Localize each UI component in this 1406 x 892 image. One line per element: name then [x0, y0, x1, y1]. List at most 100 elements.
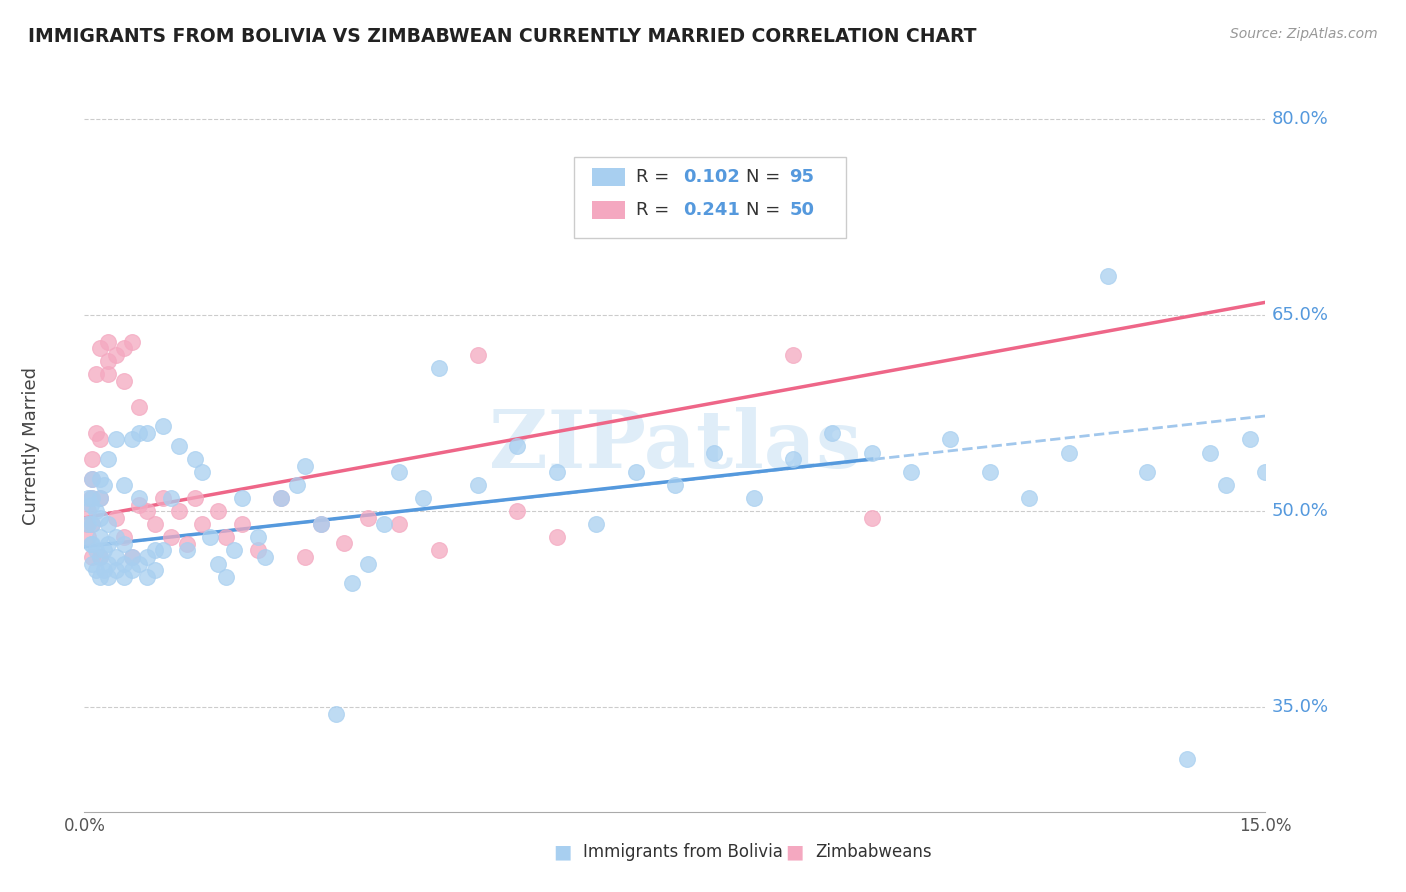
Point	[373, 517, 395, 532]
Point	[82, 472, 104, 486]
Point	[412, 491, 434, 506]
Point	[979, 465, 1001, 479]
Point	[112, 557, 135, 571]
Text: Currently Married: Currently Married	[22, 367, 41, 525]
Point	[215, 569, 238, 583]
Point	[333, 535, 356, 549]
Text: ZIPatlas: ZIPatlas	[489, 407, 860, 485]
Point	[143, 517, 166, 532]
Point	[121, 549, 143, 564]
Point	[97, 557, 120, 571]
Point	[152, 543, 174, 558]
Point	[89, 511, 111, 525]
Point	[93, 543, 115, 558]
Point	[128, 400, 150, 414]
Point	[112, 374, 135, 388]
Point	[357, 557, 380, 571]
Point	[121, 549, 143, 564]
Point	[136, 425, 159, 440]
Point	[506, 439, 529, 453]
Point	[93, 478, 115, 492]
Point	[467, 478, 489, 492]
Point	[89, 549, 111, 564]
Point	[77, 504, 100, 518]
Point	[112, 341, 135, 355]
Point	[82, 452, 104, 467]
Point	[97, 367, 120, 381]
Point	[1136, 465, 1159, 479]
Point	[112, 537, 135, 551]
Point	[624, 465, 647, 479]
FancyBboxPatch shape	[575, 157, 846, 237]
Point	[121, 563, 143, 577]
Point	[112, 530, 135, 544]
Point	[427, 360, 450, 375]
Point	[77, 517, 100, 532]
Point	[84, 563, 107, 577]
Point	[294, 549, 316, 564]
Point	[121, 433, 143, 447]
Point	[104, 433, 127, 447]
Text: 0.241: 0.241	[683, 201, 740, 219]
Point	[82, 557, 104, 571]
Text: N =: N =	[745, 201, 786, 219]
Text: Immigrants from Bolivia: Immigrants from Bolivia	[583, 843, 783, 861]
Point	[340, 576, 363, 591]
Point	[664, 478, 686, 492]
Point	[84, 543, 107, 558]
Point	[1199, 445, 1222, 459]
Point	[89, 433, 111, 447]
Text: 50.0%: 50.0%	[1271, 502, 1329, 520]
Point	[427, 543, 450, 558]
Point	[97, 354, 120, 368]
Point	[176, 537, 198, 551]
Point	[82, 549, 104, 564]
Point	[546, 530, 568, 544]
Point	[152, 419, 174, 434]
Point	[104, 549, 127, 564]
Point	[1097, 269, 1119, 284]
Point	[79, 491, 101, 506]
Point	[112, 478, 135, 492]
Point	[84, 504, 107, 518]
Point	[128, 557, 150, 571]
Point	[703, 445, 725, 459]
Text: Zimbabweans: Zimbabweans	[815, 843, 932, 861]
Point	[89, 491, 111, 506]
Point	[222, 543, 245, 558]
Point	[79, 498, 101, 512]
Point	[270, 491, 292, 506]
Text: 65.0%: 65.0%	[1271, 306, 1329, 325]
Point	[207, 557, 229, 571]
Point	[82, 517, 104, 532]
Point	[1175, 752, 1198, 766]
Point	[167, 439, 190, 453]
Point	[84, 367, 107, 381]
Point	[585, 517, 607, 532]
Point	[231, 517, 253, 532]
Text: 50: 50	[789, 201, 814, 219]
Point	[388, 517, 411, 532]
Point	[388, 465, 411, 479]
Point	[357, 511, 380, 525]
Point	[246, 543, 269, 558]
Point	[97, 334, 120, 349]
Point	[782, 452, 804, 467]
Point	[546, 465, 568, 479]
Point	[176, 543, 198, 558]
Point	[191, 517, 214, 532]
Text: 80.0%: 80.0%	[1271, 111, 1329, 128]
Point	[467, 347, 489, 362]
Point	[860, 511, 883, 525]
Point	[82, 491, 104, 506]
Text: R =: R =	[636, 201, 675, 219]
Point	[84, 425, 107, 440]
Text: N =: N =	[745, 168, 786, 186]
Text: 0.102: 0.102	[683, 168, 740, 186]
Point	[309, 517, 332, 532]
Text: Source: ZipAtlas.com: Source: ZipAtlas.com	[1230, 27, 1378, 41]
Point	[93, 563, 115, 577]
Point	[97, 569, 120, 583]
Text: IMMIGRANTS FROM BOLIVIA VS ZIMBABWEAN CURRENTLY MARRIED CORRELATION CHART: IMMIGRANTS FROM BOLIVIA VS ZIMBABWEAN CU…	[28, 27, 977, 45]
Point	[104, 563, 127, 577]
